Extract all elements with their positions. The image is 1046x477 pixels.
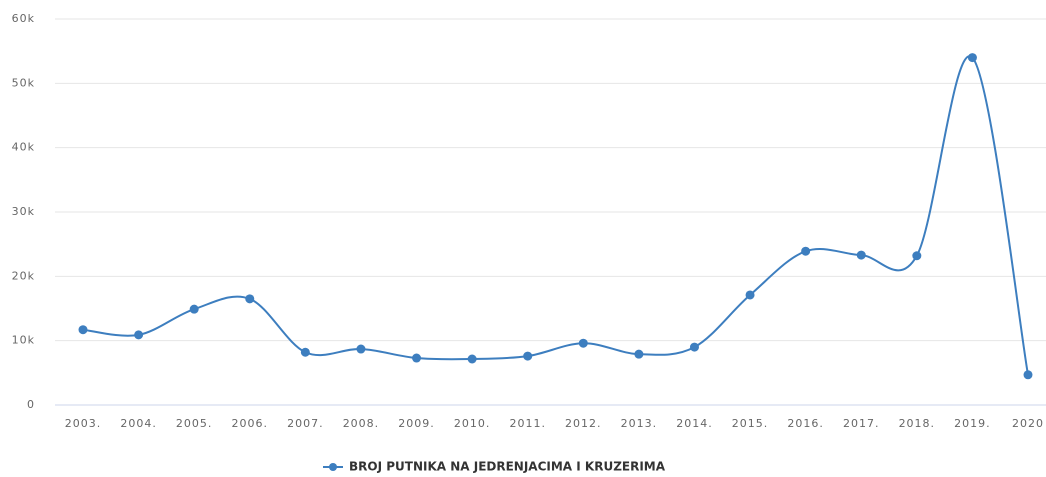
x-tick-label: 2005. xyxy=(176,417,213,430)
x-tick-label: 2019. xyxy=(954,417,991,430)
point-marker xyxy=(78,325,88,335)
y-tick-label: 40k xyxy=(12,141,35,154)
x-tick-label: 2016. xyxy=(787,417,824,430)
x-tick-label: 2013. xyxy=(621,417,658,430)
point-marker xyxy=(745,290,755,300)
x-tick-label: 2007. xyxy=(287,417,324,430)
x-tick-label: 2008. xyxy=(343,417,380,430)
point-marker xyxy=(801,246,811,256)
point-marker xyxy=(578,338,588,348)
x-tick-label: 2004. xyxy=(120,417,157,430)
point-marker xyxy=(134,330,144,340)
point-marker xyxy=(967,53,977,63)
x-tick-label: 2003. xyxy=(65,417,102,430)
legend-text: BROJ PUTNIKA NA JEDRENJACIMA I KRUZERIMA xyxy=(349,460,666,474)
point-marker xyxy=(356,344,366,354)
x-tick-label: 2006. xyxy=(232,417,269,430)
x-tick-label: 2011. xyxy=(509,417,546,430)
x-tick-label: 2018. xyxy=(899,417,936,430)
y-tick-label: 10k xyxy=(12,334,35,347)
series-line xyxy=(82,55,1029,375)
x-tick-label: 2012. xyxy=(565,417,602,430)
x-tick-label: 2017. xyxy=(843,417,880,430)
point-marker xyxy=(467,354,477,364)
legend-marker xyxy=(329,463,337,471)
point-marker xyxy=(634,349,644,359)
x-tick-label: 2020 xyxy=(1012,417,1044,430)
x-tick-label: 2014. xyxy=(676,417,713,430)
y-tick-label: 20k xyxy=(12,269,35,282)
x-tick-label: 2010. xyxy=(454,417,491,430)
point-marker xyxy=(912,251,922,261)
x-tick-label: 2015. xyxy=(732,417,769,430)
x-tick-label: 2009. xyxy=(398,417,435,430)
point-marker xyxy=(412,353,422,363)
y-tick-label: 30k xyxy=(12,205,35,218)
point-marker xyxy=(245,294,255,304)
point-marker xyxy=(300,347,310,357)
y-tick-label: 0 xyxy=(27,398,35,411)
y-tick-label: 60k xyxy=(12,12,35,25)
point-marker xyxy=(189,304,199,314)
y-tick-label: 50k xyxy=(12,76,35,89)
point-marker xyxy=(856,250,866,260)
point-marker xyxy=(1023,370,1033,380)
point-marker xyxy=(523,351,533,361)
point-marker xyxy=(689,342,699,352)
